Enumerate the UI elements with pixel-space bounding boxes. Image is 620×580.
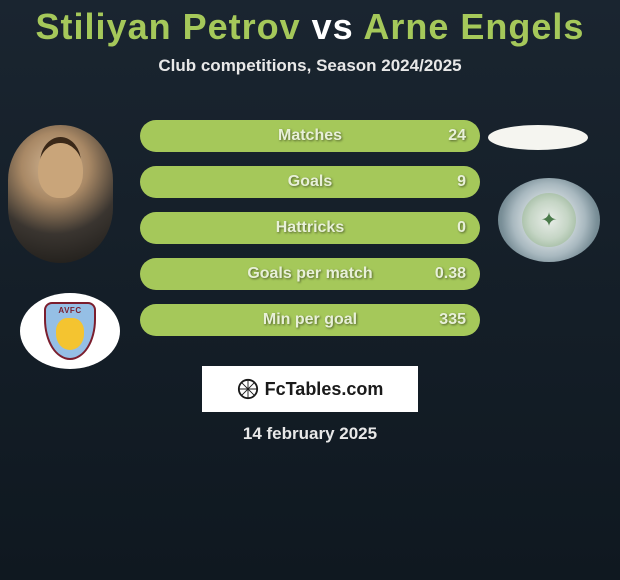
stat-row: Min per goal 335 [140,304,480,336]
stat-row: Goals per match 0.38 [140,258,480,290]
title-player1: Stiliyan Petrov [36,6,301,47]
brand-watermark: FcTables.com [202,366,418,412]
player2-club-badge [498,178,600,262]
stat-row: Matches 24 [140,120,480,152]
stat-value: 0.38 [435,258,466,290]
brand-label: FcTables.com [265,379,384,400]
stat-label: Goals [140,166,480,198]
title-vs: vs [312,6,354,47]
stat-label: Goals per match [140,258,480,290]
fctables-logo-icon [237,378,259,400]
player1-club-badge [20,293,120,369]
stat-row: Hattricks 0 [140,212,480,244]
stat-row: Goals 9 [140,166,480,198]
stats-container: Matches 24 Goals 9 Hattricks 0 Goals per… [140,120,480,350]
stat-label: Min per goal [140,304,480,336]
player2-photo-placeholder [488,125,588,150]
subtitle: Club competitions, Season 2024/2025 [0,56,620,76]
player1-photo [8,125,113,263]
stat-value: 0 [457,212,466,244]
title-player2: Arne Engels [363,6,584,47]
stat-value: 24 [448,120,466,152]
stat-value: 9 [457,166,466,198]
avfc-shield-icon [44,302,96,360]
page-title: Stiliyan Petrov vs Arne Engels [0,0,620,48]
stat-value: 335 [439,304,466,336]
stat-label: Hattricks [140,212,480,244]
date-text: 14 february 2025 [0,424,620,444]
stat-label: Matches [140,120,480,152]
celtic-crest-icon [522,193,576,247]
